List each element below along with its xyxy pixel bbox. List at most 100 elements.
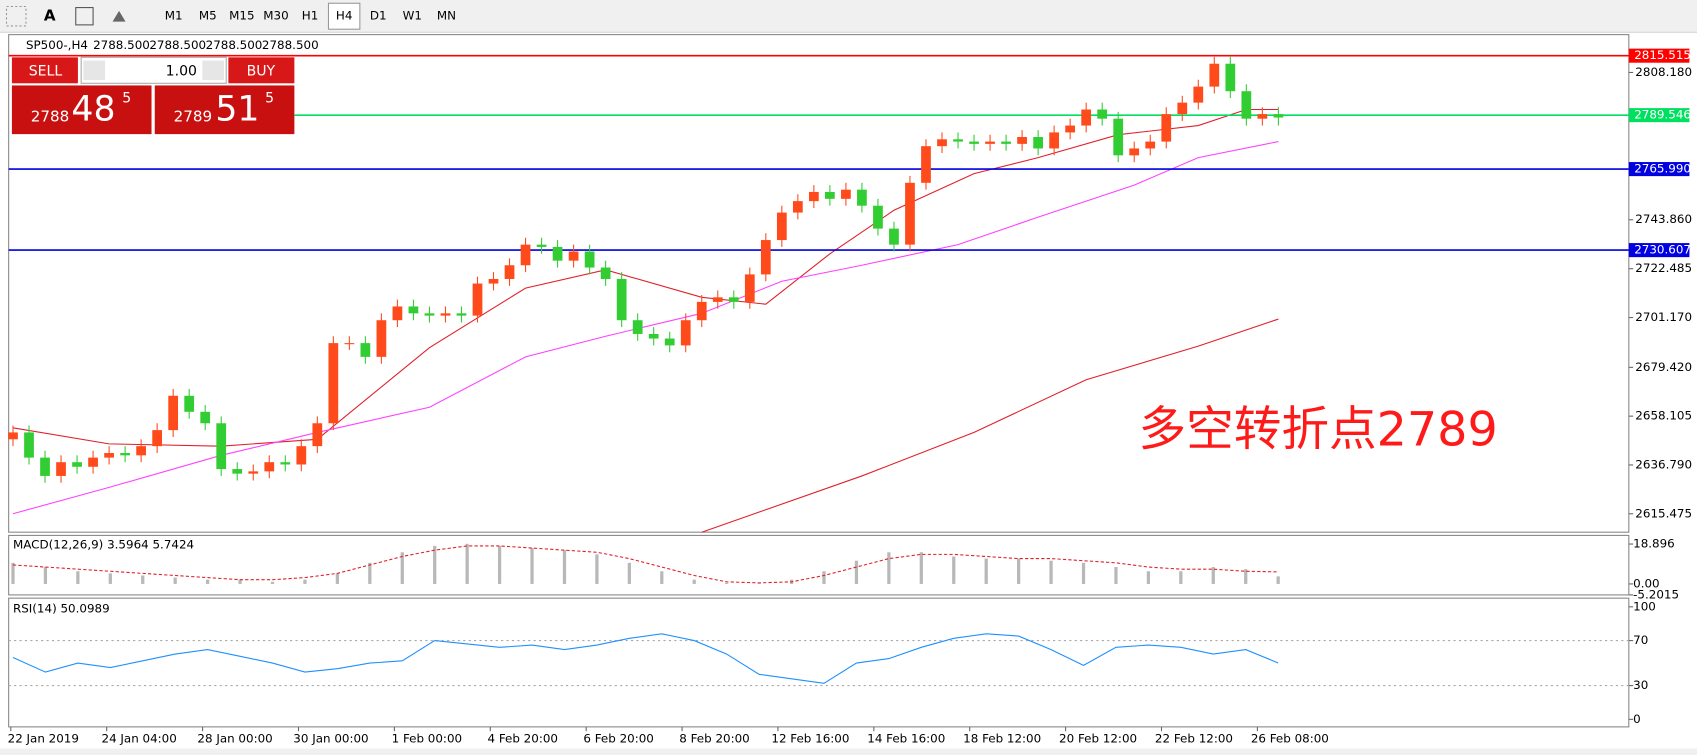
- macd-bar: [530, 548, 534, 584]
- price-label-box: [1628, 162, 1690, 177]
- y-tick-label: 2615.475: [1635, 506, 1692, 520]
- x-tick-label: 20 Feb 12:00: [1059, 731, 1137, 745]
- y-tick-label: 2722.485: [1635, 261, 1692, 275]
- lot-up[interactable]: [202, 60, 225, 81]
- macd-bar: [465, 543, 469, 584]
- macd-bar: [303, 579, 307, 584]
- candle-body: [104, 453, 114, 458]
- rsi-line: [12, 633, 1279, 684]
- macd-bar: [952, 556, 956, 584]
- rsi-window: [8, 597, 1630, 728]
- candle-body: [360, 343, 371, 357]
- macd-title: MACD(12,26,9) 3.5964 5.7424: [13, 538, 194, 552]
- sell-price-box[interactable]: [11, 85, 152, 135]
- x-tick-label: 8 Feb 20:00: [679, 731, 749, 745]
- grid-tool[interactable]: [5, 5, 27, 27]
- price-label-box: [1628, 243, 1690, 258]
- macd-bar: [1146, 571, 1151, 584]
- lot-down[interactable]: [83, 60, 105, 81]
- macd-bar: [1081, 562, 1086, 584]
- y-tick-label: 18.896: [1633, 537, 1675, 551]
- macd-bar: [497, 545, 502, 584]
- x-tick-label: 22 Feb 12:00: [1155, 731, 1233, 745]
- candle-body: [616, 278, 627, 321]
- candle-body: [712, 297, 723, 302]
- price-label: 2765.990: [1634, 162, 1691, 176]
- shapes-tool[interactable]: [112, 10, 126, 22]
- timeframe-button[interactable]: W1: [403, 9, 422, 23]
- candle-body: [8, 432, 18, 440]
- candle-body: [504, 265, 515, 279]
- candle-body: [56, 462, 66, 476]
- timeframe-button[interactable]: M5: [199, 9, 217, 23]
- buy-price-main: 51: [215, 89, 259, 129]
- macd-bar: [335, 573, 340, 584]
- candle-body: [1065, 125, 1076, 133]
- candle-body: [825, 191, 835, 199]
- macd-bar: [1211, 567, 1215, 584]
- macd-bar: [1049, 560, 1053, 584]
- macd-bar: [854, 560, 859, 584]
- macd-bar: [1017, 558, 1021, 584]
- macd-bar: [173, 577, 177, 584]
- workspace: [0, 32, 1697, 755]
- y-tick-label: 70: [1633, 633, 1648, 647]
- candle-body: [1001, 141, 1011, 144]
- candle-body: [937, 139, 947, 147]
- candle-body: [696, 301, 707, 321]
- candle-body: [72, 462, 82, 467]
- candle-body: [1049, 132, 1060, 149]
- macd-signal: [12, 545, 1279, 584]
- active-timeframe: [327, 2, 361, 30]
- macd-bar: [368, 562, 372, 584]
- y-tick-label: 2636.790: [1635, 457, 1692, 471]
- candle-body: [1033, 137, 1043, 149]
- candle-body: [664, 338, 675, 346]
- label-tool[interactable]: [75, 7, 94, 26]
- text-tool[interactable]: A: [44, 7, 56, 25]
- candle-body: [969, 141, 979, 144]
- candle-body: [1113, 118, 1124, 156]
- macd-bar: [627, 562, 631, 584]
- candle-body: [344, 343, 355, 345]
- quote: 2788.500: [206, 38, 263, 52]
- timeframe-button[interactable]: M30: [263, 9, 288, 23]
- buy-price-box[interactable]: [154, 85, 295, 135]
- buy-button[interactable]: [228, 57, 295, 84]
- candle-body: [1129, 148, 1140, 156]
- candle-body: [1225, 63, 1236, 92]
- candle-body: [1193, 86, 1204, 103]
- candle-body: [600, 267, 611, 279]
- timeframe-button[interactable]: MN: [437, 9, 456, 23]
- sell-price-small: 5: [122, 90, 131, 106]
- price-label: 2730.607: [1634, 243, 1691, 257]
- macd-bar: [757, 583, 761, 584]
- lot-input[interactable]: [80, 56, 227, 84]
- y-tick-label: 100: [1633, 599, 1656, 613]
- candle-body: [760, 240, 771, 275]
- macd-bar: [76, 571, 80, 584]
- timeframe-button[interactable]: M15: [229, 9, 254, 23]
- quote: 2788.500: [93, 38, 150, 52]
- candle-body: [873, 205, 883, 229]
- timeframe-button[interactable]: D1: [370, 9, 387, 23]
- timeframe-button[interactable]: M1: [165, 9, 183, 23]
- macd-bar: [11, 562, 15, 584]
- macd-bar: [595, 554, 599, 584]
- candle-body: [905, 182, 915, 245]
- candle-body: [120, 453, 130, 456]
- sell-button[interactable]: [11, 57, 78, 84]
- y-tick-label: 0.00: [1633, 576, 1659, 590]
- macd-bar: [725, 582, 729, 584]
- candle-body: [568, 251, 579, 261]
- lot-value: 1.00: [166, 63, 197, 79]
- candle-body: [776, 212, 787, 241]
- buy-price-big: 2789: [174, 107, 213, 125]
- timeframe-button[interactable]: H4: [336, 9, 353, 23]
- macd-bar: [43, 567, 48, 584]
- annotation: 多空转折点2789: [1139, 403, 1498, 458]
- timeframe-button[interactable]: H1: [302, 9, 319, 23]
- y-tick-label: 2658.105: [1635, 409, 1692, 423]
